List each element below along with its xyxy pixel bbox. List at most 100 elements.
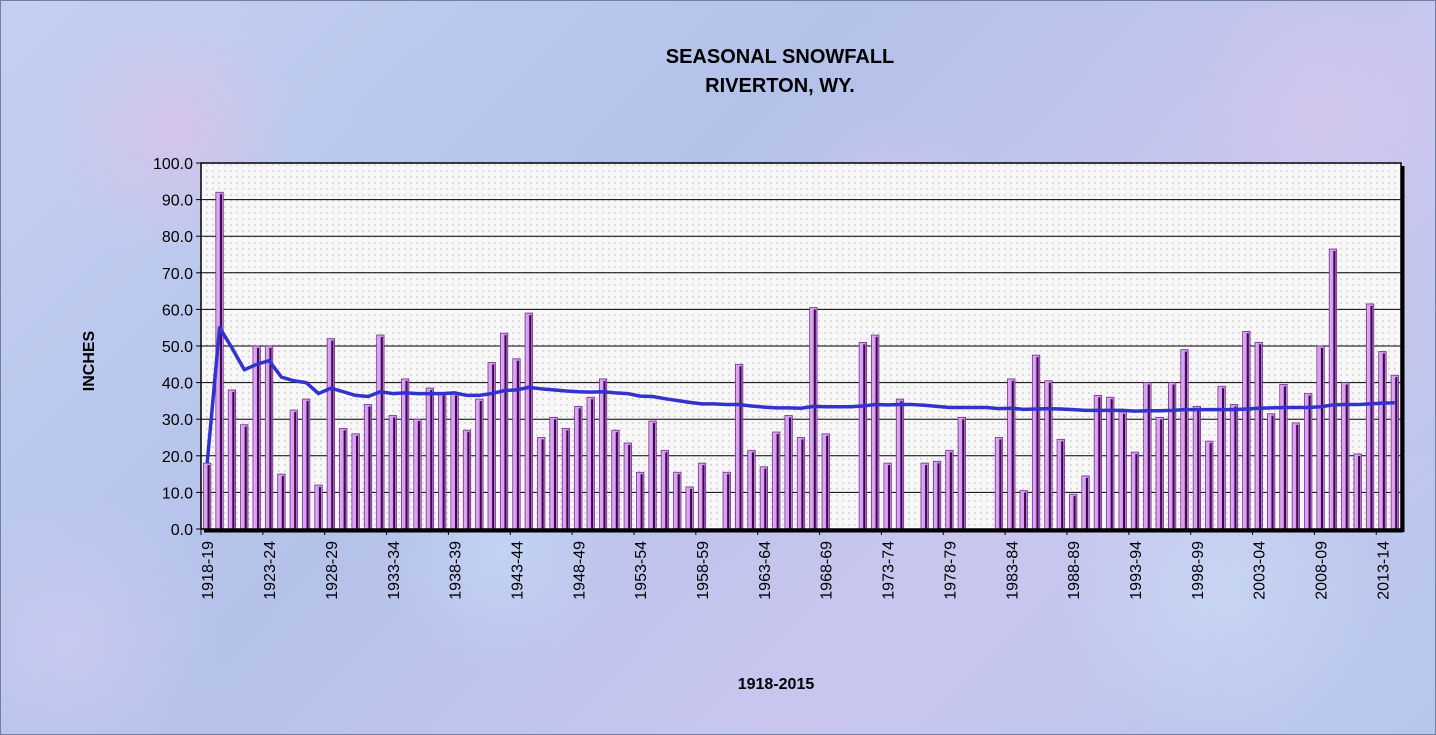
bar-2000-01: [1217, 385, 1226, 530]
bar-shade-1935-36: [417, 421, 420, 529]
bar-shade-2008-09: [1320, 348, 1324, 529]
bar-shade-1986-87: [1048, 382, 1051, 529]
x-tick-label: 1953-54: [633, 541, 650, 600]
bar-1977-78: [932, 460, 942, 530]
bar-1964-65: [772, 431, 781, 530]
bar-shade-1955-56: [665, 452, 668, 529]
bar-1997-98: [1180, 349, 1189, 530]
bar-1949-50: [586, 396, 595, 530]
bar-1972-73: [871, 334, 880, 530]
bar-1967-68: [809, 307, 818, 530]
bar-2006-07: [1291, 422, 1300, 530]
bar-shade-1952-53: [628, 444, 631, 529]
bar-shade-1984-85: [1024, 492, 1027, 529]
bar-1933-34: [388, 415, 397, 530]
bar-shade-2002-03: [1246, 333, 1249, 529]
bar-shade-1951-52: [615, 432, 618, 529]
bar-shade-1974-75: [900, 401, 903, 529]
bar-1985-86: [1031, 354, 1041, 530]
bar-1979-80: [957, 416, 966, 530]
bar-shade-1977-78: [937, 463, 940, 529]
bar-1963-64: [759, 466, 768, 530]
bar-2004-05: [1266, 413, 1276, 530]
y-tick-label: 70.0: [162, 266, 193, 283]
bar-shade-1928-29: [331, 340, 334, 529]
x-tick-label: 1973-74: [881, 541, 898, 600]
bar-1992-93: [1118, 411, 1127, 530]
bar-shade-1964-65: [776, 434, 779, 529]
bar-1920-21: [227, 389, 237, 530]
x-tick-label: 1948-49: [571, 541, 588, 600]
bar-shade-2004-05: [1271, 415, 1274, 529]
bar-shade-1965-66: [789, 417, 792, 529]
bar-shade-1943-44: [516, 360, 519, 529]
bar-shade-2014-15: [1395, 377, 1398, 529]
bar-shade-1922-23: [257, 348, 260, 529]
y-tick-label: 90.0: [162, 193, 193, 210]
bar-shade-1950-51: [603, 380, 606, 529]
bar-shade-1976-77: [925, 465, 928, 529]
y-tick-label: 60.0: [162, 302, 193, 319]
bar-shade-1918-19: [207, 465, 210, 529]
chart-title: SEASONAL SNOWFALL: [665, 46, 895, 68]
bar-shade-1949-50: [591, 399, 594, 529]
bar-2009-10: [1328, 248, 1338, 530]
x-tick-label: 1943-44: [509, 541, 526, 600]
bar-1941-42: [487, 362, 496, 530]
chart-subtitle: RIVERTON, WY.: [705, 75, 855, 97]
bar-1955-56: [660, 449, 670, 530]
bar-shade-1968-69: [826, 435, 829, 529]
bar-2012-13: [1365, 303, 1375, 530]
bar-shade-2001-02: [1234, 406, 1237, 529]
bar-shade-1971-72: [863, 344, 866, 529]
bar-1927-28: [314, 484, 323, 530]
bar-1929-30: [339, 427, 348, 530]
x-tick-label: 1993-94: [1128, 541, 1145, 600]
y-tick-label: 0.0: [171, 522, 193, 539]
bar-shade-2010-11: [1345, 384, 1348, 529]
x-tick-label: 2003-04: [1252, 541, 1269, 600]
bar-2014-15: [1390, 374, 1399, 530]
bar-1978-79: [945, 449, 954, 530]
x-tick-label: 1968-69: [819, 541, 836, 600]
bar-1966-67: [796, 437, 806, 530]
bar-1943-44: [512, 358, 521, 530]
x-tick-label: 1918-19: [200, 541, 217, 600]
bar-1946-47: [549, 416, 558, 530]
bar-shade-1997-98: [1184, 351, 1187, 529]
bar-shade-1979-80: [962, 419, 965, 529]
bar-1926-27: [302, 398, 311, 530]
bar-shade-1942-43: [504, 335, 507, 529]
bar-1962-63: [747, 449, 756, 530]
bar-shade-1956-57: [677, 474, 680, 529]
bar-shade-1933-34: [393, 417, 396, 529]
bar-shade-1989-90: [1085, 477, 1088, 529]
bar-shade-2011-12: [1358, 455, 1361, 529]
bar-shade-1973-74: [887, 465, 891, 529]
bar-shade-1931-32: [368, 406, 371, 529]
bar-shade-1923-24: [269, 348, 272, 529]
bar-shade-1993-94: [1135, 454, 1138, 529]
bar-shade-1954-55: [652, 423, 655, 529]
bar-1995-96: [1155, 416, 1164, 530]
y-tick-label: 50.0: [162, 339, 193, 356]
bar-shade-1994-95: [1147, 384, 1150, 529]
bar-shade-1936-37: [430, 390, 433, 529]
bar-shade-1927-28: [318, 487, 321, 529]
bar-shade-1957-58: [690, 488, 693, 529]
x-tick-label: 2008-09: [1314, 541, 1331, 600]
bar-shade-1966-67: [801, 439, 804, 529]
x-tick-label: 1983-84: [1004, 541, 1021, 600]
bar-2002-03: [1242, 330, 1251, 530]
bar-1934-35: [401, 378, 410, 530]
bar-shade-1996-97: [1172, 384, 1175, 529]
bar-1971-72: [858, 341, 867, 530]
bar-1930-31: [351, 433, 360, 530]
bar-shade-2006-07: [1296, 424, 1299, 529]
bar-1974-75: [895, 398, 905, 530]
bar-1952-53: [623, 442, 632, 530]
bar-1939-40: [462, 429, 472, 530]
bar-1960-61: [722, 471, 731, 530]
x-tick-label: 1988-89: [1066, 541, 1083, 600]
x-tick-label: 1923-24: [262, 541, 279, 600]
